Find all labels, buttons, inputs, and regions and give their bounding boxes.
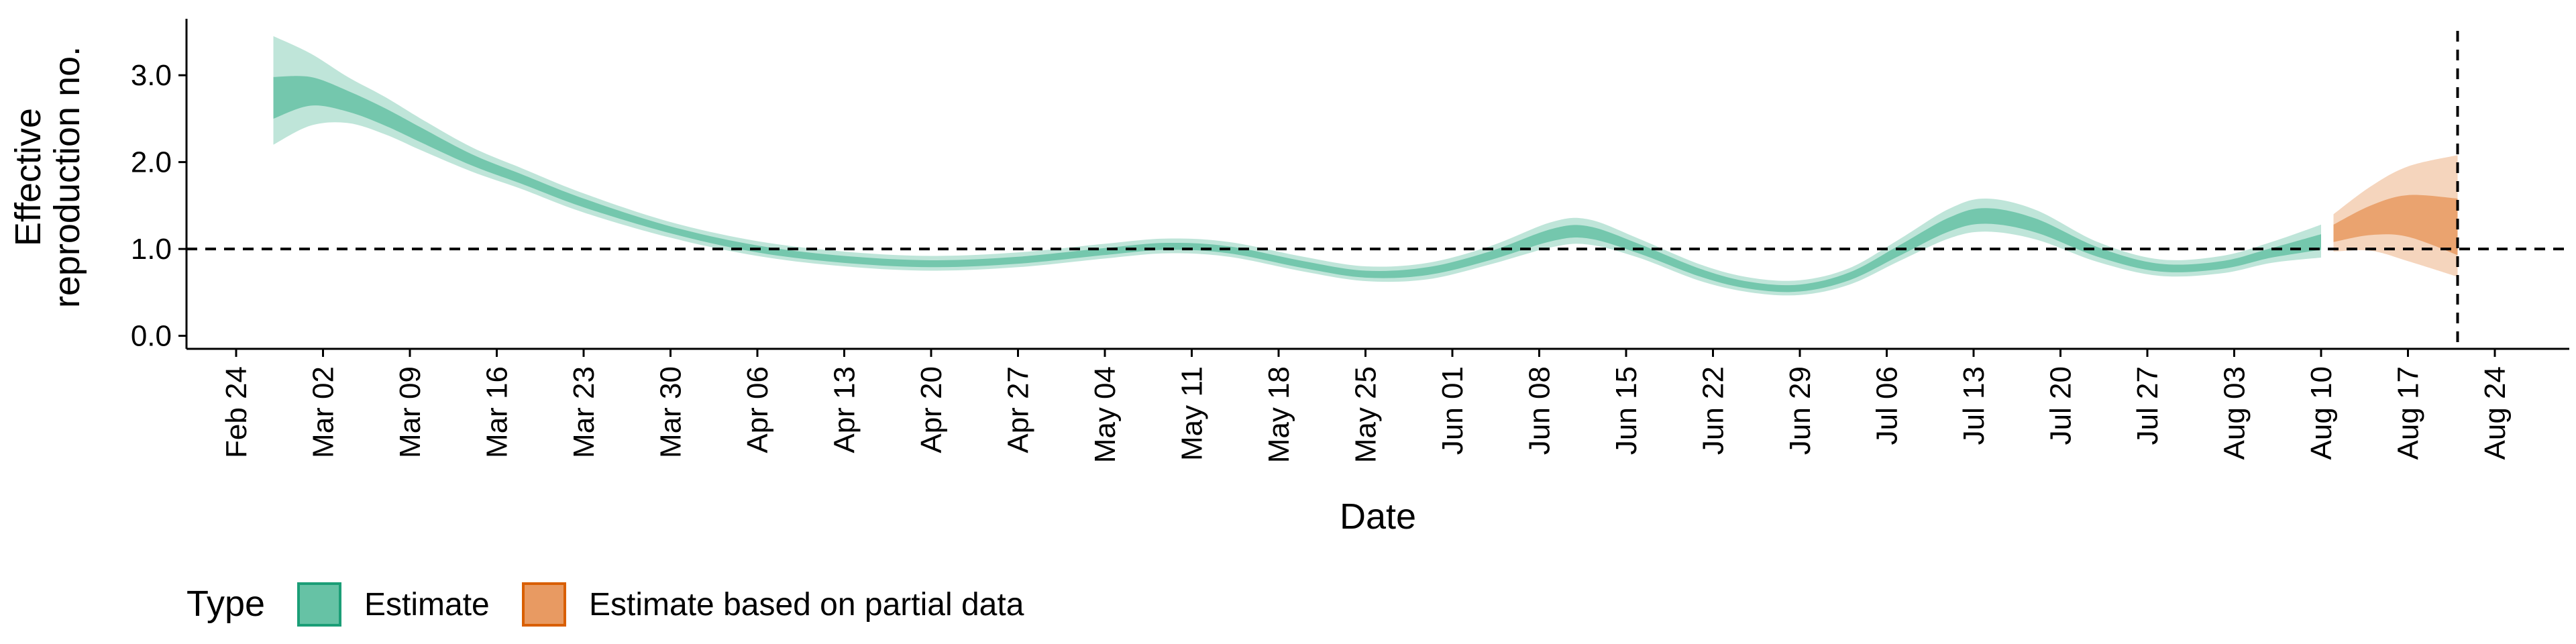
legend-title: Type <box>186 584 265 624</box>
legend-entry-label: Estimate <box>364 587 490 623</box>
band-90-estimate <box>273 36 2321 296</box>
y-tick-label: 2.0 <box>131 146 172 179</box>
reference-lines-layer <box>186 31 2569 349</box>
x-tick-label: May 18 <box>1263 366 1295 463</box>
x-tick-label: May 25 <box>1350 366 1383 463</box>
x-tick-label: Apr 27 <box>1002 366 1035 453</box>
axis-titles-layer: Date Effectivereproduction no. <box>8 46 1416 537</box>
x-tick-label: Jun 22 <box>1697 366 1730 455</box>
x-tick-label: Aug 10 <box>2305 366 2338 460</box>
x-tick-label: Jun 08 <box>1523 366 1556 455</box>
x-tick-label: Mar 16 <box>481 366 514 458</box>
x-tick-label: Jun 01 <box>1436 366 1469 455</box>
x-tick-label: Jul 20 <box>2045 366 2078 445</box>
x-tick-label: Apr 20 <box>915 366 948 453</box>
x-tick-label: Jul 06 <box>1871 366 1904 445</box>
x-tick-label: Jun 29 <box>1784 366 1817 455</box>
y-axis-title: Effectivereproduction no. <box>8 46 87 308</box>
x-tick-label: Mar 09 <box>394 366 427 458</box>
y-tick-label: 0.0 <box>131 320 172 353</box>
band-50-partial-estimate <box>2333 195 2458 256</box>
x-tick-label: Aug 17 <box>2392 366 2425 460</box>
x-tick-label: May 04 <box>1089 366 1122 463</box>
y-tick-label: 3.0 <box>131 59 172 92</box>
x-tick-label: Mar 02 <box>307 366 340 458</box>
x-tick-label: Mar 30 <box>655 366 688 458</box>
x-tick-label: Feb 24 <box>220 366 253 458</box>
x-tick-label: May 11 <box>1176 366 1209 461</box>
x-tick-label: Jul 13 <box>1957 366 1990 445</box>
y-axis-title-line: Effective <box>8 108 48 246</box>
axes-layer: 0.0 1.0 2.0 3.0 Feb 24 Mar 02 Mar 09 Mar 16 Mar … <box>131 19 2569 463</box>
y-axis-title-line: reproduction no. <box>47 46 87 308</box>
legend-swatch <box>297 582 341 627</box>
x-tick-label: Aug 03 <box>2218 366 2251 460</box>
x-tick-label: Mar 23 <box>568 366 600 458</box>
x-tick-label: Apr 13 <box>828 366 861 453</box>
legend-entry-label: Estimate based on partial data <box>589 587 1024 623</box>
y-tick-label: 1.0 <box>131 233 172 266</box>
x-tick-label: Aug 24 <box>2479 366 2512 460</box>
bands-layer <box>273 36 2458 296</box>
x-tick-label: Jul 27 <box>2131 366 2164 445</box>
x-tick-label: Apr 06 <box>741 366 774 453</box>
legend-swatch <box>522 582 566 627</box>
x-tick-label: Jun 15 <box>1610 366 1643 455</box>
legend: Type Estimate Estimate based on partial da… <box>186 582 1024 627</box>
x-axis-title: Date <box>1340 496 1416 537</box>
